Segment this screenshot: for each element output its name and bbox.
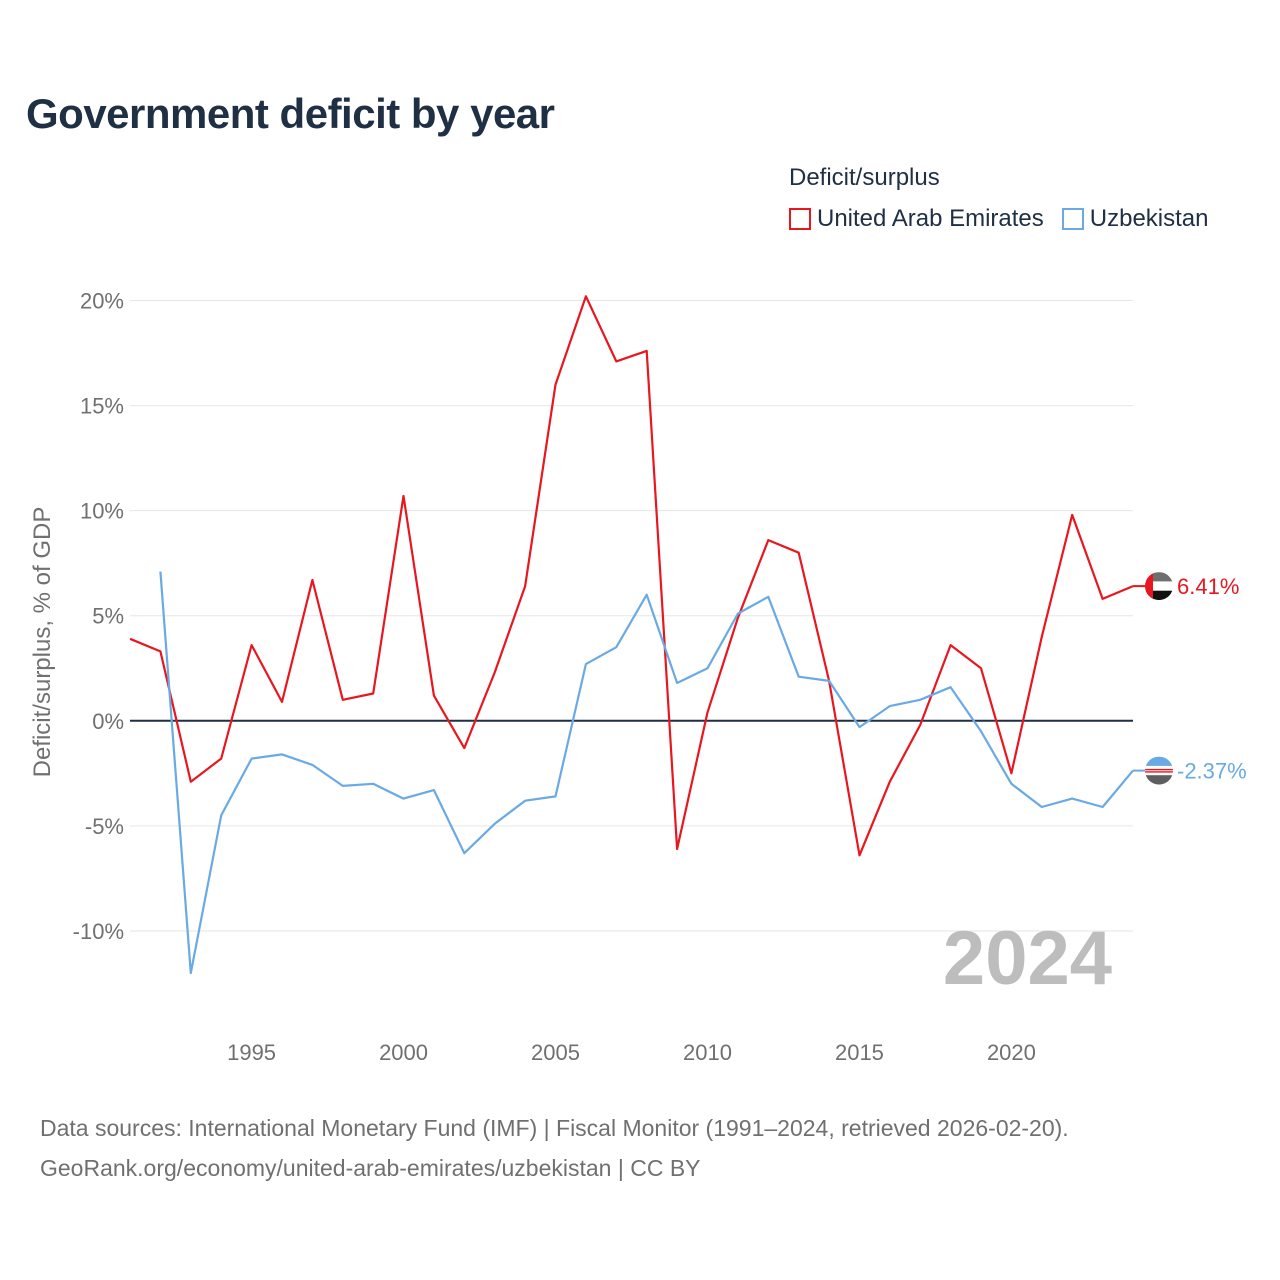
legend-label-uzbekistan: Uzbekistan: [1089, 205, 1209, 232]
x-tick-label: 1995: [227, 1040, 276, 1065]
legend-item-uae[interactable]: United Arab Emirates: [789, 205, 1044, 233]
legend-swatch-uae: [789, 208, 811, 230]
x-tick-label: 2005: [531, 1040, 580, 1065]
y-tick-label: 5%: [92, 604, 124, 629]
source-note: Data sources: International Monetary Fun…: [40, 1108, 1069, 1188]
end-value-label: -2.37%: [1177, 759, 1247, 784]
legend-item-uzbekistan[interactable]: Uzbekistan: [1061, 205, 1209, 233]
x-tick-label: 2010: [683, 1040, 732, 1065]
x-tick-label: 2000: [379, 1040, 428, 1065]
y-tick-label: -10%: [73, 919, 124, 944]
legend-swatch-uzbekistan: [1061, 208, 1084, 230]
y-tick-label: 15%: [80, 394, 124, 419]
end-value-label: 6.41%: [1177, 574, 1239, 599]
year-watermark: 2024: [943, 916, 1112, 1001]
chart-title: Government deficit by year: [26, 90, 555, 137]
y-tick-label: 10%: [80, 499, 124, 524]
x-tick-label: 2020: [987, 1040, 1036, 1065]
source-link[interactable]: GeoRank.org/economy/united-arab-emirates…: [40, 1155, 701, 1181]
x-tick-label: 2015: [835, 1040, 884, 1065]
y-tick-label: 0%: [92, 709, 124, 734]
series-line-0: [129, 295, 1134, 857]
series-line-1: [159, 571, 1134, 975]
legend-label-uae: United Arab Emirates: [817, 205, 1044, 232]
y-tick-label: -5%: [85, 814, 124, 839]
y-tick-label: 20%: [80, 289, 124, 314]
uae-flag-icon: [1145, 572, 1173, 601]
legend-title: Deficit/surplus: [789, 164, 940, 191]
uzbekistan-flag-icon: [1145, 756, 1173, 785]
source-line-1: Data sources: International Monetary Fun…: [40, 1115, 1069, 1141]
legend: United Arab Emirates Uzbekistan: [789, 205, 1227, 233]
y-axis-label: Deficit/surplus, % of GDP: [29, 507, 56, 778]
